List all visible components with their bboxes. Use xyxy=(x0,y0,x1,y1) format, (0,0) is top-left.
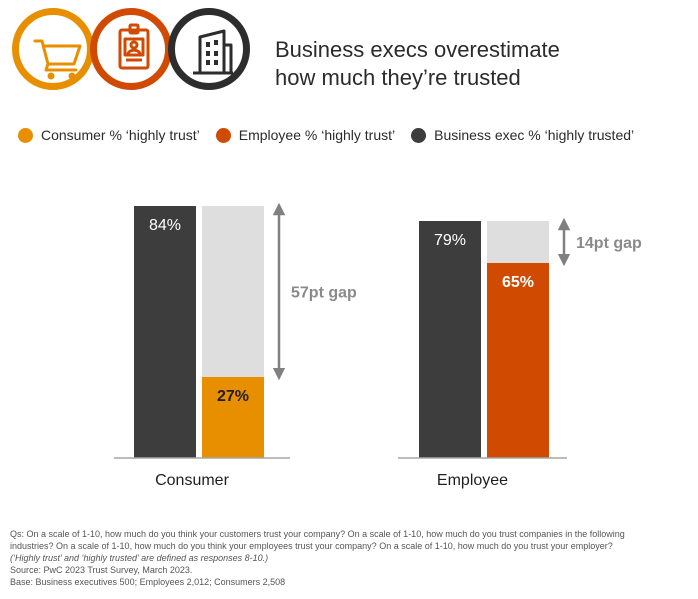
value-label-consumer: 27% xyxy=(217,388,249,405)
legend-item-business-exec: Business exec % ‘highly trusted’ xyxy=(411,127,634,143)
bar-consumer xyxy=(202,377,264,458)
gap-fill-employee xyxy=(487,221,549,263)
category-label-consumer: Consumer xyxy=(155,472,229,489)
value-label-employee: 65% xyxy=(502,274,534,291)
category-label-employee: Employee xyxy=(437,472,508,489)
value-label-exec-consumer: 84% xyxy=(149,217,181,234)
bar-exec-consumer xyxy=(134,206,196,458)
page-title: Business execs overestimate how much the… xyxy=(275,36,560,92)
footnote-question-1: Qs: On a scale of 1-10, how much do you … xyxy=(10,529,625,539)
legend-swatch-business-exec xyxy=(411,127,427,143)
footnote-definition: (‘Highly trust’ and ‘highly trusted’ are… xyxy=(10,553,269,563)
gap-label-consumer: 57pt gap xyxy=(291,285,357,302)
value-label-exec-employee: 79% xyxy=(434,232,466,249)
bar-employee xyxy=(487,263,549,458)
gap-label-employee: 14pt gap xyxy=(576,235,642,252)
footnote-base: Base: Business executives 500; Employees… xyxy=(10,577,286,587)
legend-swatch-employee xyxy=(215,127,231,143)
header-icons xyxy=(12,6,262,94)
legend-swatch-consumer xyxy=(18,127,33,143)
legend-label-employee: Employee % ‘highly trust’ xyxy=(238,127,396,143)
footnotes: Qs: On a scale of 1-10, how much do you … xyxy=(10,528,698,588)
footnote-source: Source: PwC 2023 Trust Survey, March 202… xyxy=(10,565,193,575)
footnote-question-2: industries? On a scale of 1-10, how much… xyxy=(10,541,613,551)
shopping-cart-icon xyxy=(12,8,94,90)
legend: Consumer % ‘highly trust’ Employee % ‘hi… xyxy=(18,127,650,143)
id-badge-icon xyxy=(90,8,172,90)
title-line-2: how much they’re trusted xyxy=(275,65,521,90)
legend-label-consumer: Consumer % ‘highly trust’ xyxy=(41,127,200,143)
trust-bar-chart: 84% 27% 57pt gap Consumer 79% 65% 14pt gap Empl… xyxy=(114,202,642,489)
gap-fill-consumer xyxy=(202,206,264,377)
legend-item-employee: Employee % ‘highly trust’ xyxy=(215,127,396,143)
office-building-icon xyxy=(168,8,250,90)
title-line-1: Business execs overestimate xyxy=(275,37,560,62)
legend-label-business-exec: Business exec % ‘highly trusted’ xyxy=(434,127,635,143)
legend-item-consumer: Consumer % ‘highly trust’ xyxy=(18,127,200,143)
bar-exec-employee xyxy=(419,221,481,458)
